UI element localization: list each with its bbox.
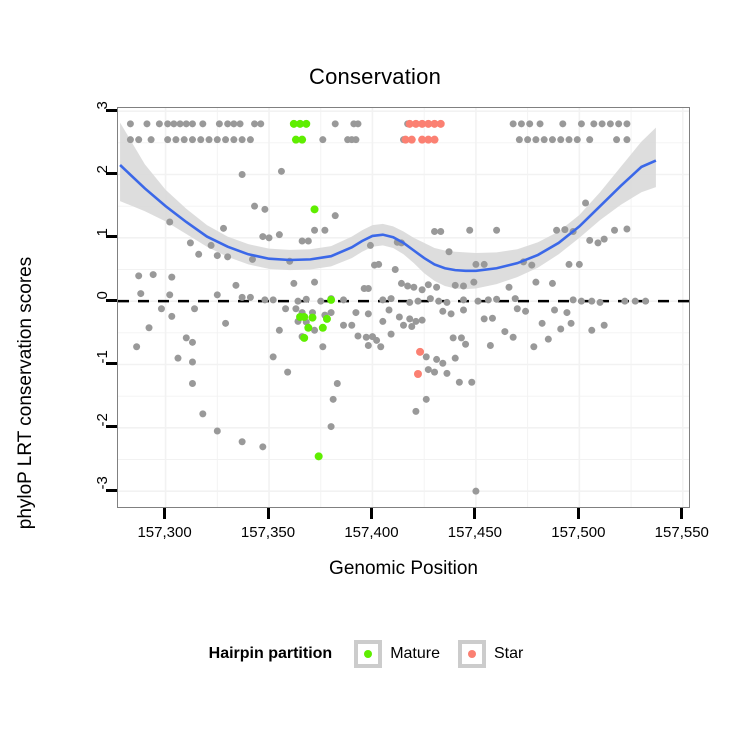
loess-fit-line xyxy=(119,159,657,273)
y-tick-mark xyxy=(106,425,117,429)
legend-entry-star[interactable]: Star xyxy=(458,640,523,668)
x-tick-mark xyxy=(576,508,580,519)
y-axis: phyloP LRT conservation scores -3 -2 -1 0 1 2… xyxy=(0,101,117,529)
data-points-layer xyxy=(126,119,650,495)
legend-dot-icon xyxy=(364,650,373,658)
series-star xyxy=(401,119,445,378)
plot-panel xyxy=(117,107,690,508)
gridlines xyxy=(118,108,689,507)
series-other xyxy=(126,120,650,495)
legend-label: Star xyxy=(494,645,524,662)
x-axis-title: Genomic Position xyxy=(329,558,478,579)
x-tick-label: 157,350 xyxy=(240,524,296,541)
y-tick-label: 2 xyxy=(93,164,111,173)
x-tick-mark xyxy=(473,508,477,519)
x-tick-label: 157,300 xyxy=(137,524,192,541)
y-tick-label: -2 xyxy=(93,412,111,427)
x-tick-mark xyxy=(266,508,270,519)
x-tick-mark xyxy=(680,508,684,519)
legend-title: Hairpin partition xyxy=(208,645,333,662)
y-tick-label: 3 xyxy=(93,101,111,110)
legend-key xyxy=(458,640,486,668)
y-axis-title: phyloP LRT conservation scores xyxy=(15,256,36,530)
legend: Hairpin partition Mature Star xyxy=(0,640,750,668)
x-tick-label: 157,550 xyxy=(654,524,709,541)
y-tick-mark xyxy=(106,172,117,175)
plot-canvas xyxy=(118,108,689,507)
confidence-band xyxy=(120,122,656,290)
y-tick-mark xyxy=(106,235,117,239)
x-tick-label: 157,500 xyxy=(551,524,606,541)
y-tick-mark xyxy=(106,298,117,302)
y-tick-mark xyxy=(106,488,117,492)
x-tick-mark xyxy=(163,508,167,519)
legend-dot-icon xyxy=(468,650,476,658)
x-axis: Genomic Position 157,300 157,350 157,400 15… xyxy=(117,508,709,598)
x-tick-label: 157,450 xyxy=(447,524,503,541)
y-tick-label: -1 xyxy=(93,349,111,363)
y-tick-mark xyxy=(106,108,117,112)
legend-key xyxy=(354,640,383,668)
x-tick-label: 157,400 xyxy=(344,524,399,541)
y-tick-label: 1 xyxy=(93,227,111,237)
y-tick-label: -3 xyxy=(93,476,111,490)
legend-entries: Mature Star xyxy=(354,640,541,668)
y-tick-label: 0 xyxy=(93,291,111,300)
y-tick-mark xyxy=(106,362,117,365)
x-tick-mark xyxy=(369,508,373,519)
legend-label: Mature xyxy=(390,645,440,662)
series-mature xyxy=(289,119,336,461)
legend-entry-mature[interactable]: Mature xyxy=(354,640,440,668)
chart-title: Conservation xyxy=(308,64,442,89)
